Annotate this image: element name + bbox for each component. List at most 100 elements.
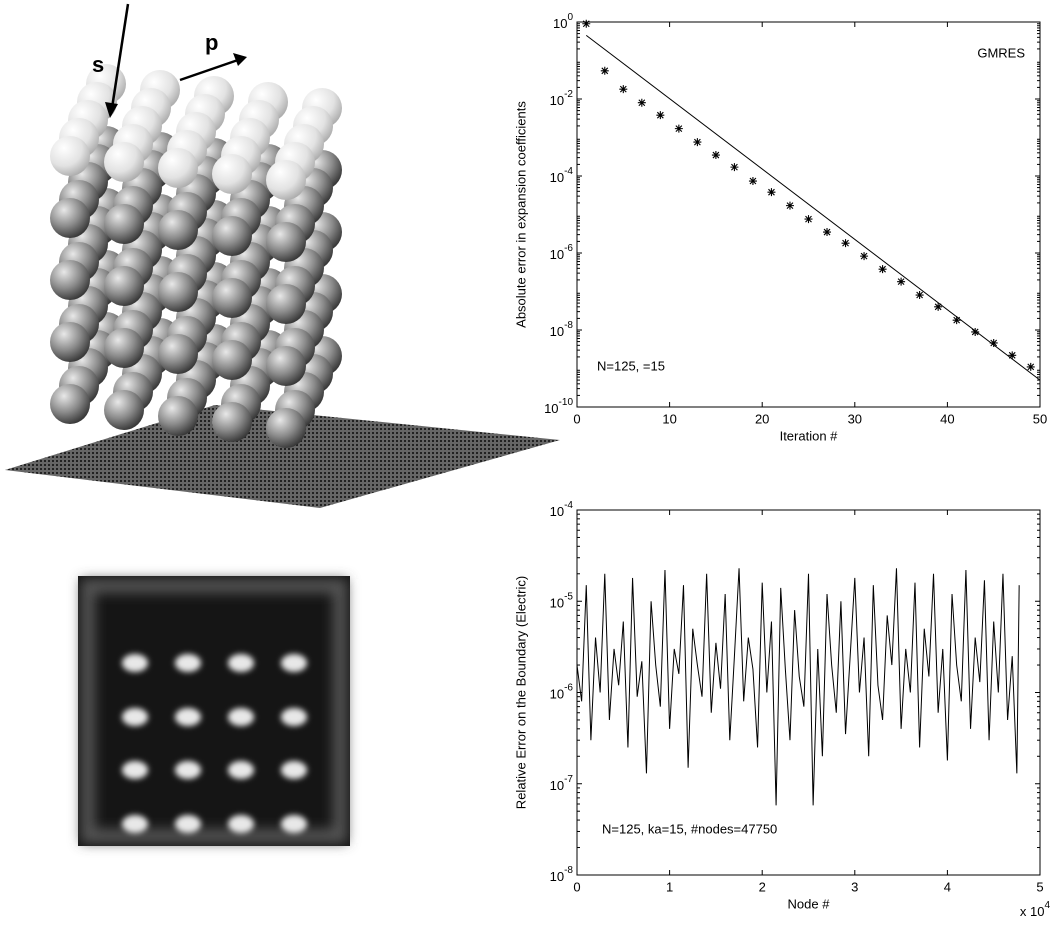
sphere — [266, 408, 306, 448]
sphere — [158, 334, 198, 374]
sphere-lattice-illustration — [5, 64, 560, 508]
sphere — [104, 328, 144, 368]
y-tick-label: 10-6 — [550, 243, 574, 263]
asterisk-marker — [804, 215, 813, 224]
y-tick-label: 10-5 — [550, 591, 574, 611]
sphere — [212, 278, 252, 318]
bright-spot — [122, 654, 148, 672]
sphere — [50, 198, 90, 238]
bright-spot — [228, 815, 254, 833]
s-arrow-head — [105, 102, 118, 118]
y-axis-label: Relative Error on the Boundary (Electric… — [513, 576, 528, 809]
image-spots — [122, 654, 307, 833]
x-tick-label: 10 — [662, 411, 676, 426]
asterisk-marker — [656, 111, 665, 120]
bright-spot — [175, 708, 201, 726]
x-multiplier: x 104 — [1020, 900, 1051, 920]
x-tick-label: 4 — [944, 879, 951, 894]
sphere — [212, 216, 252, 256]
chart-convergence: 0 10 20 30 40 50 10-10 10-8 10-6 10-4 10-2 100 Itera… — [513, 12, 1047, 444]
p-arrow — [179, 58, 239, 82]
sphere — [158, 272, 198, 312]
error-line — [576, 568, 1020, 806]
asterisk-marker — [823, 228, 832, 237]
y-tick-label: 100 — [553, 12, 573, 32]
y-tick-label: 10-4 — [550, 166, 574, 186]
sphere — [212, 340, 252, 380]
bright-spot — [228, 761, 254, 779]
asterisk-marker — [934, 302, 943, 311]
x-tick-label: 50 — [1033, 411, 1047, 426]
bright-spot — [122, 815, 148, 833]
plot-frame — [576, 509, 1041, 876]
sphere — [104, 204, 144, 244]
y-tick-label: 10-4 — [550, 500, 574, 520]
asterisk-marker — [952, 316, 961, 325]
bright-spot — [228, 654, 254, 672]
y-axis-label: Absolute error in expansion coefficients — [513, 101, 528, 328]
chart-boundary-error: 0 1 2 3 4 5 10-8 10-7 10-6 10-5 10-4 Node # Relative… — [513, 500, 1050, 920]
x-tick-label: 1 — [666, 879, 673, 894]
s-arrow — [110, 3, 130, 109]
bright-spot — [175, 761, 201, 779]
asterisk-marker — [693, 138, 702, 147]
bright-spot — [281, 815, 307, 833]
x-tick-label: 40 — [940, 411, 954, 426]
bright-spot — [175, 815, 201, 833]
x-tick-label: 0 — [573, 411, 580, 426]
asterisk-marker — [711, 151, 720, 160]
asterisk-marker — [915, 291, 924, 300]
sphere — [266, 284, 306, 324]
asterisk-marker — [619, 85, 628, 94]
y-tick-label: 10-2 — [550, 89, 574, 109]
sphere — [158, 148, 198, 188]
bright-spot — [281, 708, 307, 726]
y-tick-label: 10-10 — [544, 397, 573, 417]
asterisk-marker — [785, 201, 794, 210]
x-tick-label: 2 — [759, 879, 766, 894]
bright-spot — [281, 761, 307, 779]
asterisk-marker — [989, 338, 998, 347]
fit-line — [585, 34, 1041, 381]
sphere — [50, 260, 90, 300]
asterisk-marker — [897, 277, 906, 286]
asterisk-marker — [1008, 351, 1017, 360]
asterisk-marker — [1026, 362, 1035, 371]
sphere — [158, 396, 198, 436]
p-arrow-head — [233, 53, 247, 66]
bright-spot — [228, 708, 254, 726]
p-label: p — [205, 30, 218, 55]
annotation: N=125, ka=15, #nodes=47750 — [602, 821, 777, 836]
y-tick-label: 10-7 — [550, 773, 574, 793]
y-tick-label: 10-6 — [550, 682, 574, 702]
image-border-glow — [81, 579, 347, 843]
x-tick-label: 20 — [755, 411, 769, 426]
sphere — [212, 154, 252, 194]
field-image — [78, 576, 350, 846]
sphere — [212, 402, 252, 442]
asterisk-marker — [748, 177, 757, 186]
annotation: N=125, =15 — [597, 358, 665, 373]
bright-spot — [122, 761, 148, 779]
sphere — [104, 142, 144, 182]
annotation: GMRES — [977, 45, 1025, 60]
incident-arrows: s p — [92, 3, 247, 118]
sphere — [50, 384, 90, 424]
bright-spot — [281, 654, 307, 672]
asterisk-marker — [730, 163, 739, 172]
x-tick-label: 5 — [1036, 879, 1043, 894]
sphere — [266, 346, 306, 386]
asterisk-marker — [637, 98, 646, 107]
sphere — [50, 136, 90, 176]
sphere — [266, 160, 306, 200]
x-tick-label: 30 — [848, 411, 862, 426]
sphere — [104, 390, 144, 430]
sphere — [104, 266, 144, 306]
asterisk-marker — [674, 124, 683, 133]
sphere — [266, 222, 306, 262]
bright-spot — [122, 708, 148, 726]
x-tick-label: 0 — [573, 879, 580, 894]
y-tick-label: 10-8 — [550, 320, 574, 340]
asterisk-marker — [600, 66, 609, 75]
asterisk-marker — [860, 252, 869, 261]
